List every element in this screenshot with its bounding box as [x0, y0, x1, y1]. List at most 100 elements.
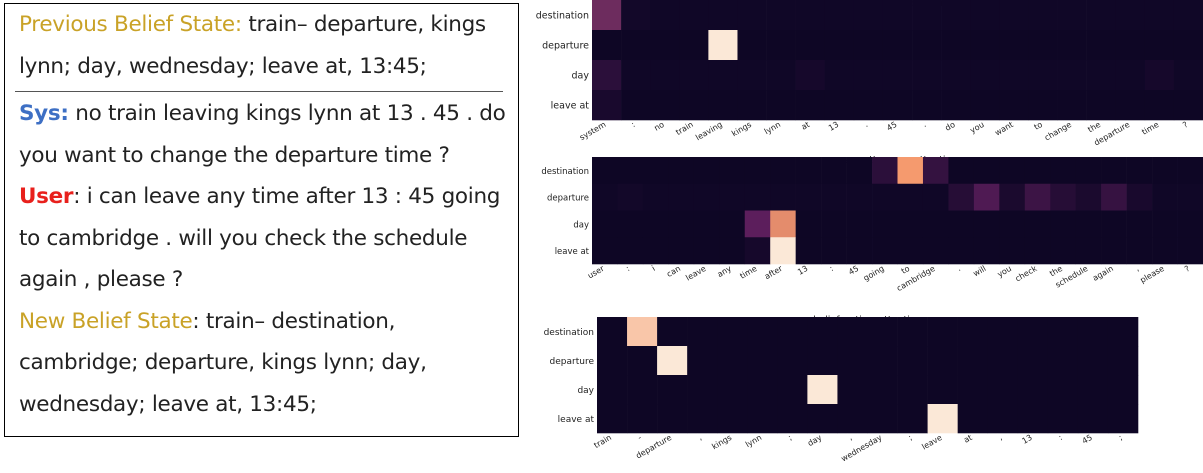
heatmap-cell: [592, 30, 622, 61]
heatmap-cell: [824, 0, 855, 31]
heatmap-cell: [795, 60, 826, 91]
heatmap-cell: [846, 157, 873, 185]
heatmap-cell: [597, 317, 628, 347]
heatmap-cell: [1086, 60, 1117, 91]
heatmap-cell: [1086, 0, 1117, 31]
heatmap-cell: [1017, 404, 1049, 434]
heatmap-cell: [708, 90, 738, 121]
heatmap-cell: [1101, 237, 1127, 265]
heatmap-system_utterance_attention: system_utterance_attentiondestinationdep…: [536, 0, 1203, 147]
dialogue-panel: Previous Belief State: train– departure,…: [4, 3, 519, 437]
heatmap-cell: [679, 60, 709, 91]
heatmap-cell: [770, 237, 796, 265]
heatmap-cell: [650, 90, 680, 121]
heatmap-cell: [872, 183, 898, 211]
column-label: please: [1139, 264, 1166, 285]
column-label: at: [962, 433, 973, 445]
heatmap-cell: [897, 317, 928, 347]
heatmap-cell: [1077, 346, 1109, 376]
user-label: User: [19, 184, 74, 209]
heatmap-cell: [1075, 210, 1102, 238]
heatmap-cell: [1075, 183, 1102, 211]
heatmap-cell: [766, 60, 796, 91]
heatmap-cell: [687, 375, 718, 405]
column-label: leave: [684, 264, 707, 283]
row-label: destination: [544, 328, 594, 338]
heatmap-cell: [744, 157, 771, 185]
heatmap-cell: [795, 0, 826, 31]
heatmap-cell: [824, 90, 855, 121]
heatmap-cell: [1115, 0, 1146, 31]
heatmap-cell: [1057, 0, 1087, 31]
row-label: destination: [541, 167, 589, 177]
column-label: :: [630, 120, 637, 129]
column-label: again: [1091, 264, 1115, 283]
heatmap-cell: [872, 210, 898, 238]
column-label: ;: [907, 433, 914, 442]
heatmap-cell: [970, 60, 1000, 91]
heatmap-cell: [912, 30, 942, 61]
heatmap-cell: [621, 30, 651, 61]
heatmap-cell: [766, 0, 796, 31]
column-label: 13: [827, 120, 840, 133]
heatmap-cell: [642, 157, 669, 185]
heatmap-cell: [777, 346, 808, 376]
heatmap-cell: [807, 375, 838, 405]
heatmap-cell: [941, 0, 971, 31]
heatmap-cell: [897, 375, 928, 405]
heatmap-cell: [897, 346, 928, 376]
new-belief-label: New Belief State: [19, 308, 193, 334]
heatmap-cell: [621, 90, 651, 121]
heatmap-cell: [853, 30, 884, 61]
heatmap-cell: [679, 0, 709, 31]
column-label: .: [955, 264, 962, 273]
heatmap-cell: [867, 404, 898, 434]
heatmap-cell: [837, 404, 868, 434]
heatmap-cell: [922, 237, 949, 265]
heatmap-cell: [747, 346, 778, 376]
heatmap-cell: [693, 157, 720, 185]
heatmap-cell: [1177, 157, 1203, 185]
heatmap-cell: [882, 30, 913, 61]
heatmap-cell: [1115, 60, 1146, 91]
heatmap-cell: [1101, 183, 1127, 211]
column-label: want: [993, 120, 1015, 138]
previous-belief-label: Previous Belief State:: [19, 12, 242, 37]
heatmap-cell: [867, 375, 898, 405]
heatmap-cell: [1024, 237, 1051, 265]
heatmap-cell: [912, 90, 942, 121]
heatmap-cell: [719, 237, 746, 265]
heatmap-cell: [872, 237, 898, 265]
heatmap-cell: [592, 90, 622, 121]
heatmap-cell: [717, 375, 748, 405]
heatmap-cell: [807, 317, 838, 347]
heatmap-cell: [708, 60, 738, 91]
heatmap-cell: [999, 90, 1029, 121]
column-label: going: [862, 264, 886, 283]
column-label: day: [806, 433, 823, 448]
heatmap-cell: [744, 183, 771, 211]
heatmap-cell: [1107, 375, 1139, 405]
heatmap-cell: [642, 183, 669, 211]
row-label: departure: [542, 41, 589, 52]
heatmap-cell: [999, 210, 1026, 238]
heatmap-cell: [846, 237, 873, 265]
section-divider: [15, 91, 503, 92]
column-label: leave: [920, 433, 943, 452]
heatmap-cell: [927, 375, 958, 405]
heatmap-cell: [795, 183, 822, 211]
heatmap-cell: [795, 157, 822, 185]
column-label: you: [996, 264, 1013, 279]
user-turn: User: i can leave any time after 13 : 45…: [19, 176, 514, 301]
column-label: lynn: [744, 433, 763, 449]
heatmap-cell: [970, 30, 1000, 61]
heatmap-cell: [1077, 404, 1109, 434]
heatmap-cell: [777, 404, 808, 434]
column-label: after: [763, 264, 785, 282]
column-label: i: [650, 264, 656, 273]
column-label: time: [1140, 120, 1160, 137]
column-label: ?: [1183, 264, 1191, 274]
heatmap-cell: [948, 157, 975, 185]
column-label: kings: [730, 120, 753, 138]
heatmap-cell: [642, 237, 669, 265]
